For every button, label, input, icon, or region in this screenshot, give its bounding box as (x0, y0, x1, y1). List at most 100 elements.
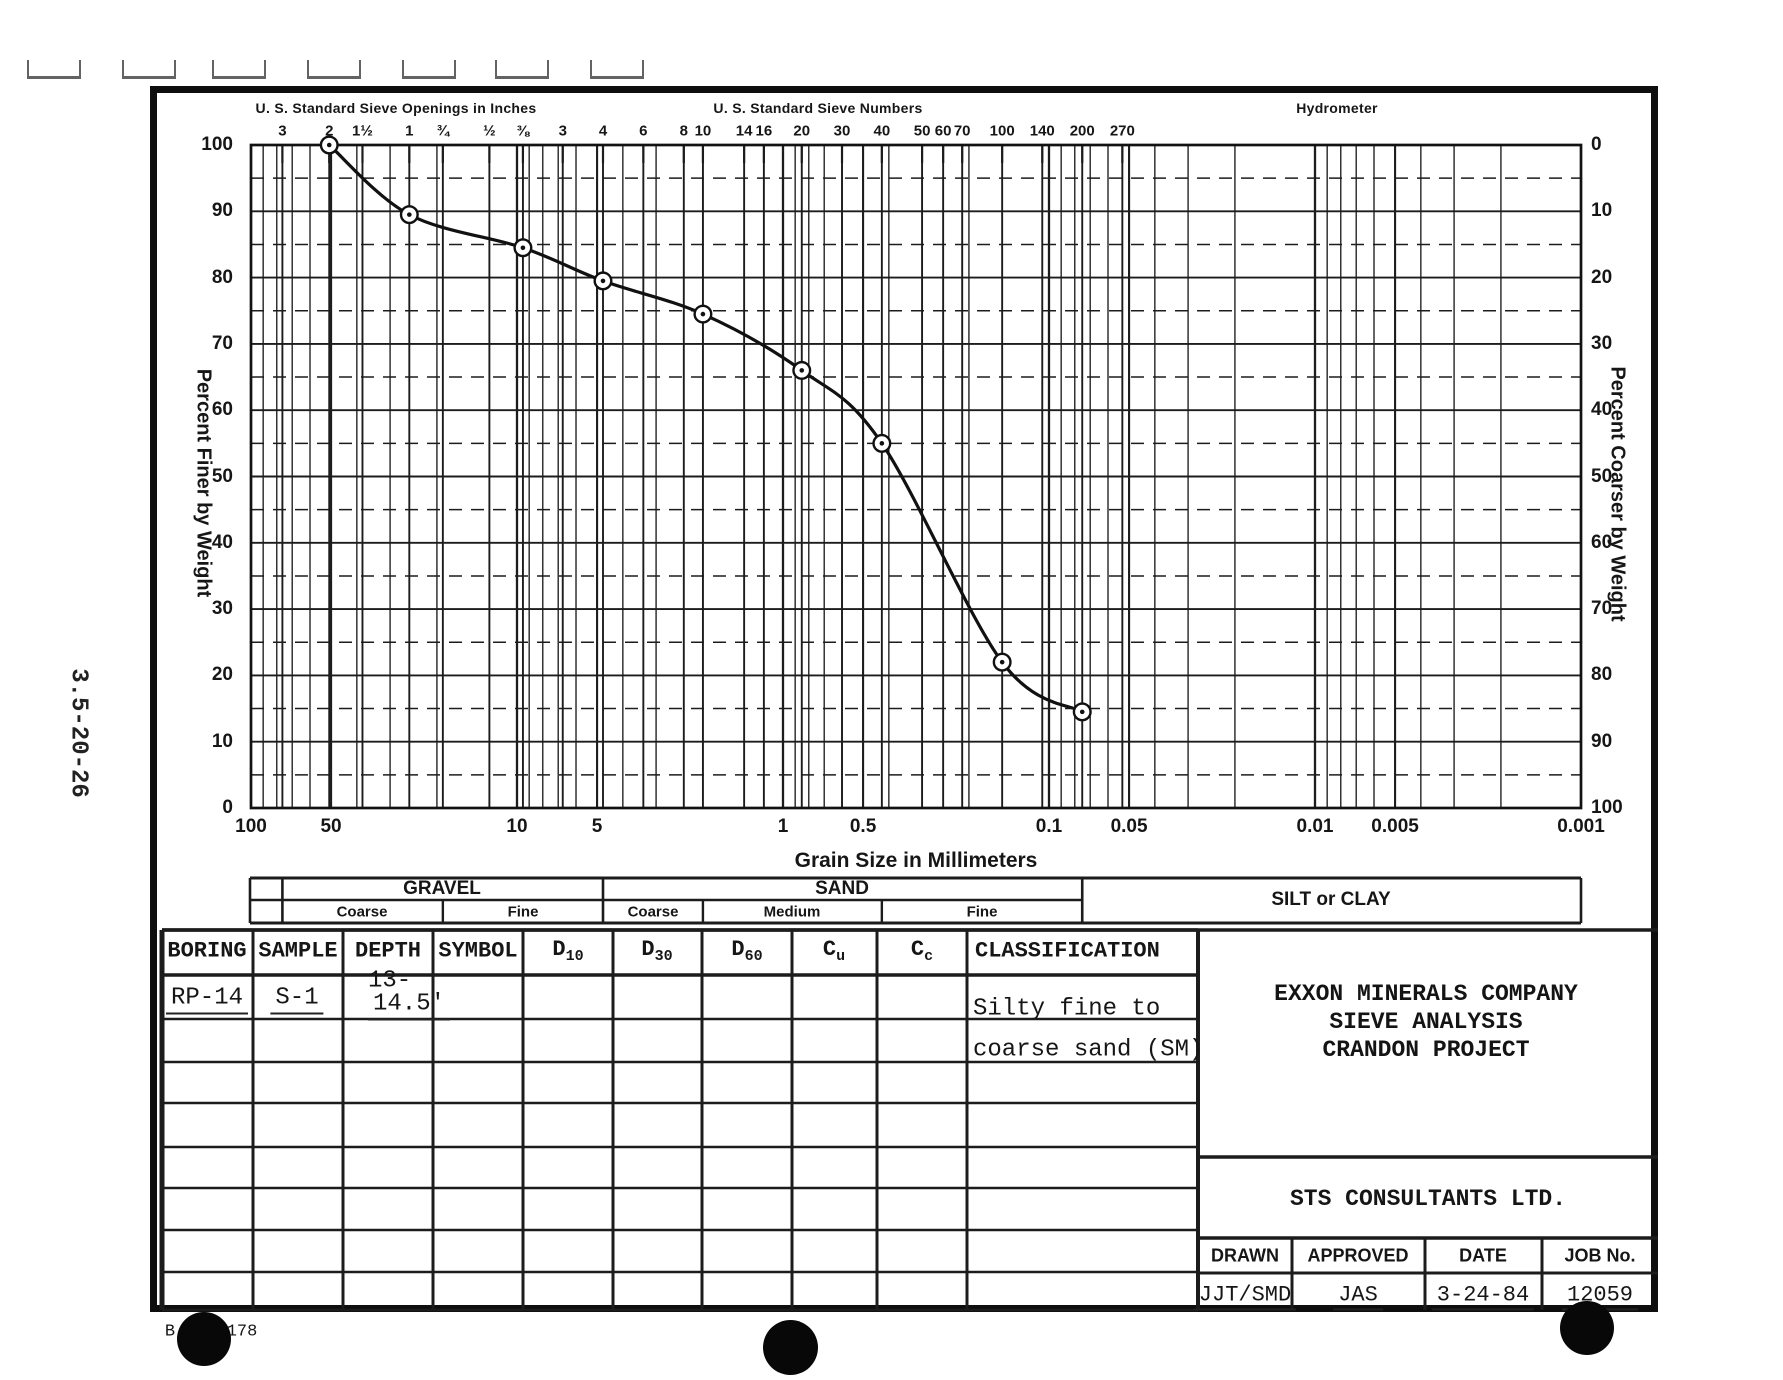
sieve-number-label: 50 (913, 122, 931, 140)
table-value-classification-line1: Silty fine to (973, 995, 1161, 1023)
document-frame (150, 86, 1658, 1312)
data-point-dot (799, 368, 805, 373)
table-header-subscript: 30 (654, 948, 673, 966)
x-tick-label: 5 (591, 816, 603, 837)
sieve-number-label: 3 (558, 122, 567, 140)
y-tick-label-left: 50 (211, 465, 233, 487)
title-block-company-line2: SIEVE ANALYSIS (1329, 1009, 1523, 1035)
x-tick-label: 10 (506, 816, 528, 837)
y-tick-label-right: 10 (1591, 200, 1613, 222)
bar-label-gravel-coarse: Coarse (336, 903, 388, 921)
y-tick-label-right: 20 (1591, 266, 1613, 288)
y-tick-label-right: 90 (1591, 730, 1613, 752)
sieve-number-label: 16 (755, 122, 773, 140)
sieve-number-label: 200 (1069, 122, 1095, 140)
y-tick-label-left: 10 (211, 730, 233, 752)
data-point-dot (326, 142, 332, 148)
y-tick-label-left: 40 (211, 531, 233, 553)
sieve-number-label: 140 (1029, 122, 1055, 140)
tab-mark (495, 60, 549, 79)
y-tick-label-right: 0 (1591, 134, 1602, 155)
sieve-number-label: 20 (793, 122, 811, 140)
y-tick-label-right: 40 (1591, 399, 1613, 421)
table-header-subscript: c (924, 948, 934, 966)
field-label-date: DATE (1459, 1245, 1507, 1266)
x-tick-label: 0.05 (1110, 816, 1148, 837)
form-stamp-suffix: 178 (226, 1322, 258, 1342)
table-header-subscript: u (836, 948, 846, 966)
sieve-number-label: 70 (953, 122, 971, 140)
axis-title-sieve-numbers: U. S. Standard Sieve Numbers (713, 100, 923, 116)
title-block-company-line3: CRANDON PROJECT (1322, 1037, 1530, 1063)
data-point-dot (879, 441, 885, 446)
table-value-classification-line2: coarse sand (SM) (973, 1036, 1204, 1064)
table-value-sample: S-1 (270, 984, 324, 1015)
field-value-approved: JAS (1333, 1282, 1383, 1311)
table-header-cell: BORING (167, 938, 247, 964)
axis-title-hydrometer: Hydrometer (1296, 100, 1378, 116)
data-point-dot (700, 311, 706, 317)
data-point-dot (1079, 709, 1085, 715)
y-tick-label-left: 20 (211, 664, 233, 686)
sieve-inch-label: ½ (483, 122, 496, 140)
sieve-number-label: 40 (873, 122, 891, 140)
sieve-inch-label: 2 (325, 122, 334, 140)
sieve-number-label: 10 (694, 122, 712, 140)
title-block-firm: STS CONSULTANTS LTD. (1289, 1186, 1567, 1212)
y-tick-label-right: 80 (1591, 664, 1613, 686)
bar-label-silt-clay: SILT or CLAY (1271, 889, 1391, 910)
table-header-cell: D60 (731, 936, 763, 966)
x-tick-label: 1 (777, 816, 789, 837)
plot-border (249, 143, 1583, 810)
data-point-dot (999, 659, 1005, 665)
y-tick-label-left: 90 (211, 200, 233, 222)
tab-mark (590, 60, 644, 79)
sieve-inch-label: 3 (278, 122, 287, 140)
field-value-drawn: JJT/SMD (1193, 1282, 1297, 1311)
table-value-depth-line1: 13- (368, 967, 412, 995)
tab-mark (307, 60, 361, 79)
table-header-subscript: 60 (744, 948, 763, 966)
sieve-number-label: 14 (735, 122, 753, 140)
gradation-curve (327, 143, 1084, 714)
sieve-inch-label: ¾ (436, 122, 450, 140)
title-block-company: EXXON MINERALS COMPANY SIEVE ANALYSIS CR… (1200, 980, 1652, 1064)
data-point-dot (407, 212, 412, 217)
field-value-date: 3-24-84 (1431, 1282, 1535, 1311)
sieve-number-label: 8 (679, 122, 688, 140)
tab-mark (27, 60, 81, 79)
sieve-number-label: 6 (639, 122, 648, 140)
sieve-inch-label: 1 (405, 122, 414, 140)
table-header-cell: SAMPLE (258, 938, 338, 964)
punch-hole-center (763, 1320, 818, 1375)
y-tick-label-left: 100 (201, 134, 233, 155)
x-tick-label: 50 (320, 816, 342, 837)
table-header-cell: CLASSIFICATION (975, 938, 1160, 964)
y-tick-label-left: 0 (222, 797, 233, 818)
table-value-boring: RP-14 (165, 984, 249, 1015)
table-header-subscript: 10 (565, 948, 584, 966)
y-tick-label-left: 60 (211, 399, 233, 421)
bar-label-sand-coarse: Coarse (627, 903, 679, 921)
bar-label-gravel: GRAVEL (403, 878, 481, 899)
table-header-cell: D30 (641, 936, 673, 966)
y-tick-label-left: 80 (211, 266, 233, 288)
sieve-number-label: 4 (598, 122, 608, 140)
y-tick-label-right: 60 (1591, 531, 1613, 553)
x-tick-label: 0.5 (849, 816, 877, 837)
sieve-number-label: 60 (934, 122, 952, 140)
tab-mark (122, 60, 176, 79)
field-label-drawn: DRAWN (1211, 1245, 1279, 1266)
x-tick-label: 0.005 (1371, 816, 1419, 837)
title-block-company-line1: EXXON MINERALS COMPANY (1274, 981, 1578, 1007)
sieve-number-label: 270 (1109, 122, 1135, 140)
punch-hole-left (177, 1312, 231, 1366)
y-tick-label-right: 30 (1591, 332, 1613, 354)
field-label-job-no: JOB No. (1564, 1245, 1636, 1266)
y-tick-label-left: 30 (211, 598, 233, 620)
table-value-depth-line2: 14.5' (368, 990, 451, 1021)
x-tick-label: 0.1 (1035, 816, 1063, 837)
sieve-number-label: 100 (989, 122, 1015, 140)
field-label-approved: APPROVED (1307, 1245, 1409, 1266)
